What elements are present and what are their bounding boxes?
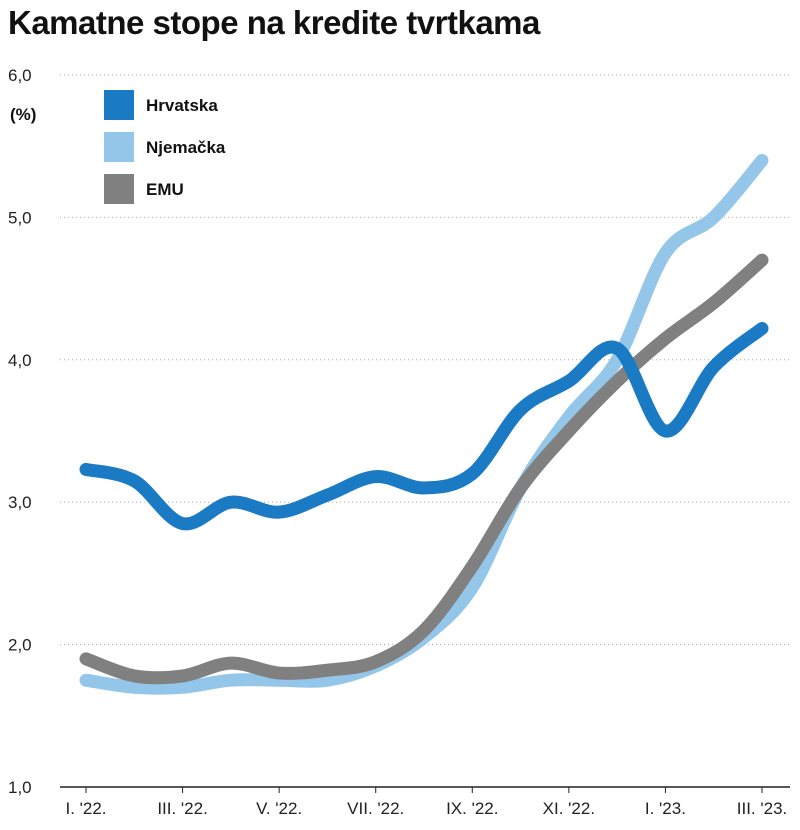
legend-label: EMU	[146, 180, 184, 199]
legend-swatch	[104, 174, 134, 204]
legend-label: Hrvatska	[146, 96, 218, 115]
series-line-emu	[79, 253, 769, 685]
y-tick-label: 6,0	[8, 66, 32, 85]
x-tick-label: III. '22.	[157, 799, 208, 818]
legend-swatch	[104, 90, 134, 120]
y-tick-label: 4,0	[8, 351, 32, 370]
x-tick-label: I. '22.	[65, 799, 106, 818]
y-tick-label: 1,0	[8, 778, 32, 797]
legend-swatch	[104, 132, 134, 162]
y-tick-label: 2,0	[8, 636, 32, 655]
x-tick-label: I. '23.	[645, 799, 686, 818]
y-tick-label: 3,0	[8, 493, 32, 512]
y-tick-label: 5,0	[8, 208, 32, 227]
x-tick-label: VII. '22.	[347, 799, 404, 818]
x-tick-label: V. '22.	[256, 799, 302, 818]
legend-label: Njemačka	[146, 138, 226, 157]
series-line-njemačka	[79, 153, 769, 695]
chart-title: Kamatne stope na kredite tvrtkama	[8, 4, 540, 41]
series-line-hrvatska	[79, 321, 769, 531]
x-tick-label: XI. '22.	[543, 799, 595, 818]
y-axis-label: (%)	[10, 105, 36, 124]
x-tick-label: IX. '22.	[446, 799, 498, 818]
x-tick-label: III. '23.	[737, 799, 788, 818]
